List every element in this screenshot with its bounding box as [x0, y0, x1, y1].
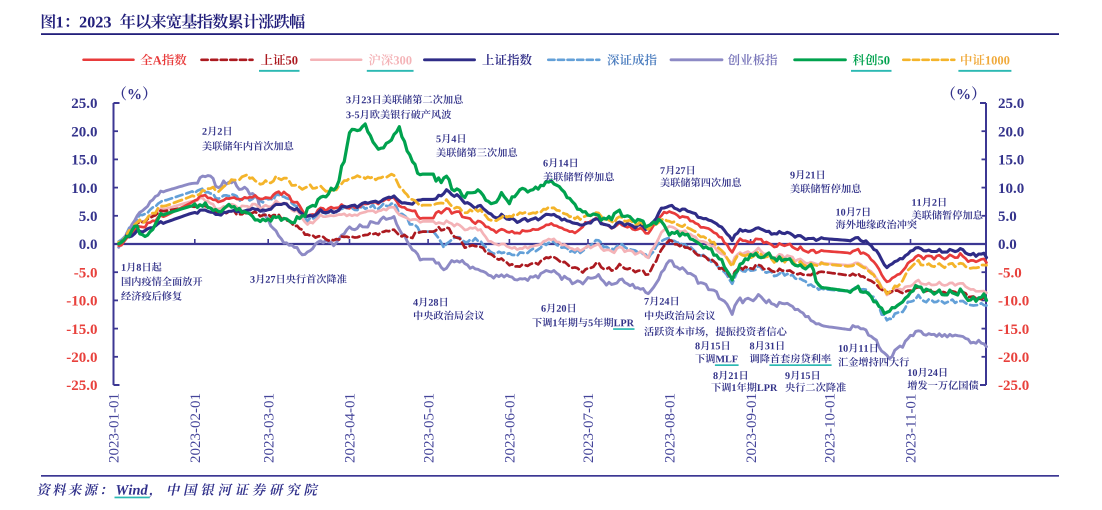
svg-text:2023-09-01: 2023-09-01 [744, 393, 760, 463]
svg-text:15.0: 15.0 [71, 153, 97, 169]
svg-text:0.0: 0.0 [79, 237, 98, 253]
svg-text:-5.0: -5.0 [998, 265, 1022, 281]
svg-text:10.0: 10.0 [998, 181, 1024, 197]
svg-text:-25.0: -25.0 [998, 378, 1029, 394]
svg-text:20.0: 20.0 [71, 124, 97, 140]
svg-text:2023-06-01: 2023-06-01 [503, 393, 519, 463]
svg-text:15.0: 15.0 [998, 153, 1024, 169]
svg-text:-15.0: -15.0 [66, 322, 97, 338]
svg-text:0.0: 0.0 [998, 237, 1017, 253]
svg-text:-25.0: -25.0 [66, 378, 97, 394]
svg-text:2023-03-01: 2023-03-01 [261, 393, 277, 463]
svg-text:-5.0: -5.0 [74, 265, 98, 281]
svg-text:2023-10-01: 2023-10-01 [822, 393, 838, 463]
svg-text:2023-01-01: 2023-01-01 [107, 393, 123, 463]
svg-text:2023-05-01: 2023-05-01 [421, 393, 437, 463]
svg-text:-20.0: -20.0 [66, 350, 97, 366]
svg-text:10.0: 10.0 [71, 181, 97, 197]
svg-text:2023-07-01: 2023-07-01 [581, 393, 597, 463]
svg-text:2023-02-01: 2023-02-01 [188, 393, 204, 463]
svg-text:-15.0: -15.0 [998, 322, 1029, 338]
svg-text:-10.0: -10.0 [66, 294, 97, 310]
svg-text:-20.0: -20.0 [998, 350, 1029, 366]
svg-text:25.0: 25.0 [71, 96, 97, 112]
svg-text:5.0: 5.0 [79, 209, 98, 225]
svg-text:2023-08-01: 2023-08-01 [663, 393, 679, 463]
svg-text:2023-11-01: 2023-11-01 [904, 394, 920, 463]
svg-text:5.0: 5.0 [998, 209, 1017, 225]
svg-text:25.0: 25.0 [998, 96, 1024, 112]
svg-text:-10.0: -10.0 [998, 294, 1029, 310]
svg-text:20.0: 20.0 [998, 124, 1024, 140]
svg-text:2023-04-01: 2023-04-01 [343, 393, 359, 463]
